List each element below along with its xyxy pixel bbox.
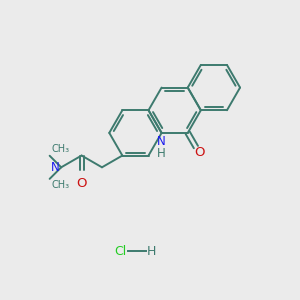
Text: Cl: Cl [114,244,126,258]
Text: N: N [157,135,166,148]
Text: N: N [51,161,60,174]
Text: H: H [147,244,156,258]
Text: O: O [194,146,204,159]
Text: CH₃: CH₃ [51,180,69,190]
Text: H: H [157,147,166,160]
Text: CH₃: CH₃ [51,144,69,154]
Text: O: O [76,177,87,190]
